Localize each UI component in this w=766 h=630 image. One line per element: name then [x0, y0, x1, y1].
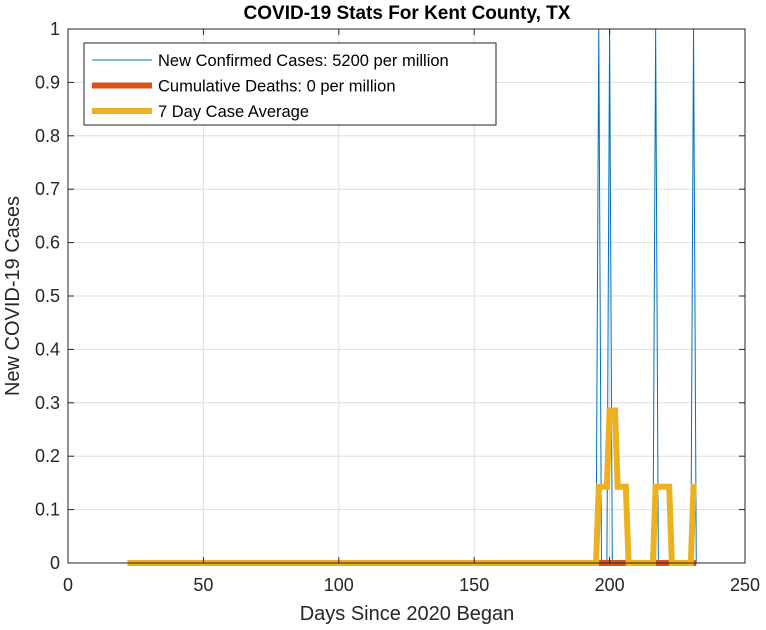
y-axis-label: New COVID-19 Cases — [2, 196, 24, 396]
y-tick-label: 0.9 — [35, 72, 60, 92]
y-tick-label: 0.1 — [35, 500, 60, 520]
chart-title: COVID-19 Stats For Kent County, TX — [244, 3, 571, 24]
x-tick-label: 250 — [730, 575, 760, 595]
legend-box — [83, 42, 497, 126]
legend-label: New Confirmed Cases: 5200 per million — [158, 52, 449, 70]
seven-day-average-line — [127, 407, 697, 566]
legend: New Confirmed Cases: 5200 per million Cum… — [83, 42, 497, 126]
y-tick-label: 0.4 — [35, 339, 60, 359]
x-tick-label: 50 — [193, 575, 213, 595]
x-tick-label: 0 — [63, 575, 73, 595]
y-tick-label: 0.2 — [35, 446, 60, 466]
y-tick-label: 0.7 — [35, 179, 60, 199]
y-tick-label: 0.3 — [35, 393, 60, 413]
y-tick-label: 0.5 — [35, 286, 60, 306]
y-tick-label: 0.8 — [35, 126, 60, 146]
y-tick-label: 1 — [50, 19, 60, 39]
legend-label: Cumulative Deaths: 0 per million — [158, 78, 396, 96]
x-tick-label: 100 — [324, 575, 354, 595]
ticks: 0 50 100 150 200 250 0 0.1 0.2 0.3 0.4 0.5 0.6 0.7 0.8… — [35, 19, 760, 595]
x-axis-label: Days Since 2020 Began — [300, 603, 515, 625]
legend-label: 7 Day Case Average — [158, 103, 309, 121]
x-tick-label: 150 — [459, 575, 489, 595]
y-tick-label: 0.6 — [35, 233, 60, 253]
x-tick-label: 200 — [595, 575, 625, 595]
y-tick-label: 0 — [50, 553, 60, 573]
